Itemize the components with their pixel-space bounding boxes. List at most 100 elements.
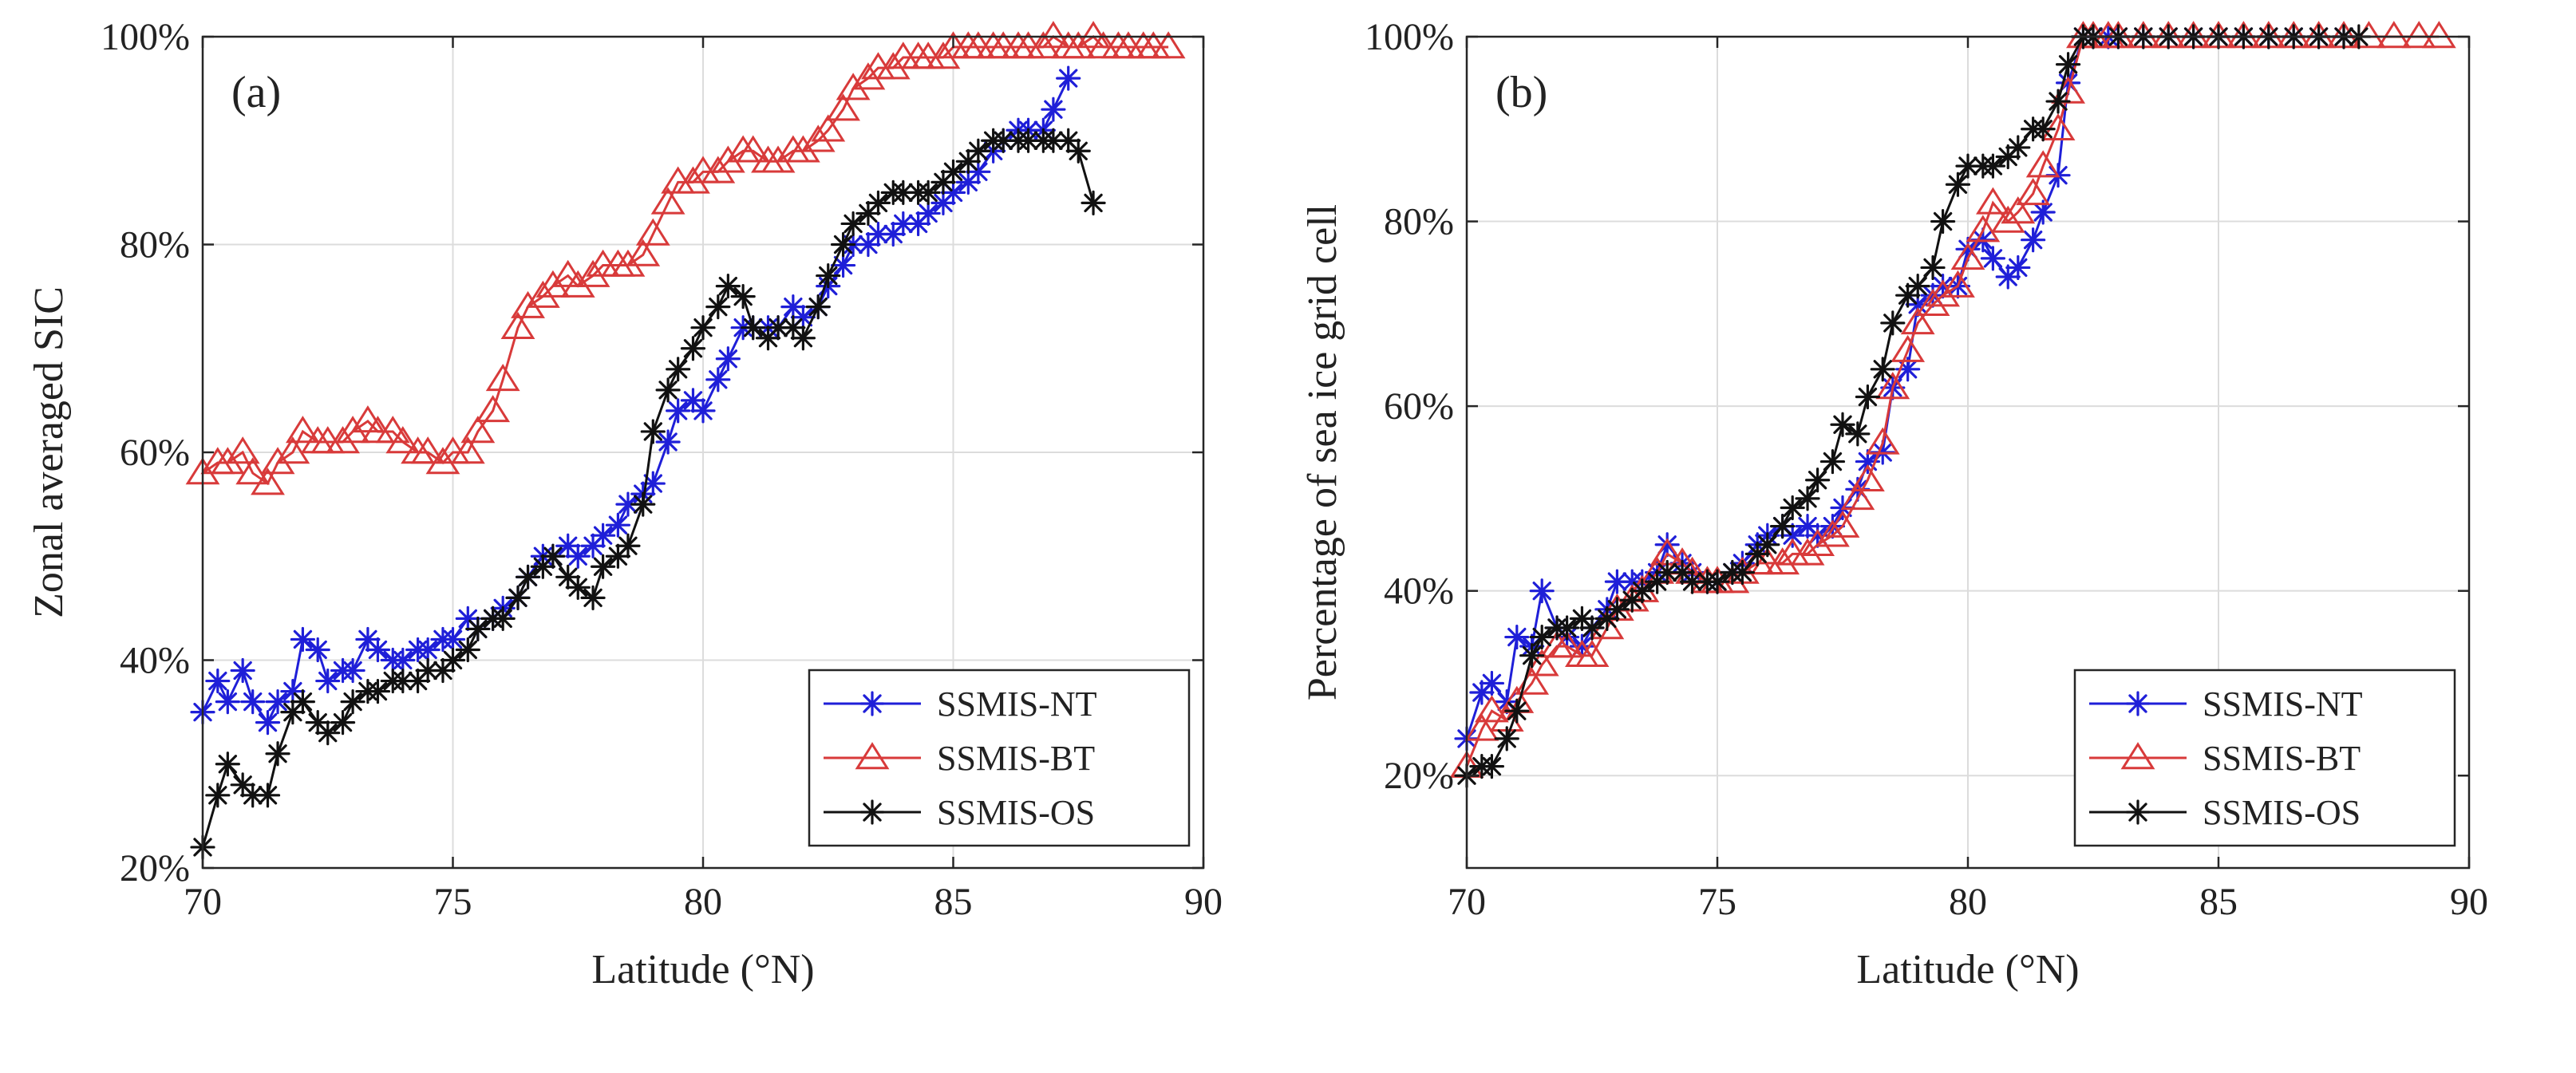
data-point: [1041, 128, 1066, 153]
data-point: [455, 637, 480, 663]
data-point: [2001, 196, 2036, 224]
data-point: [1765, 547, 1800, 575]
data-point: [290, 626, 315, 653]
data-point: [315, 668, 341, 694]
data-point: [340, 657, 365, 684]
data-point: [1036, 21, 1071, 49]
data-point: [1729, 559, 1755, 586]
data-point: [1980, 246, 2005, 271]
data-point: [666, 398, 691, 424]
data-point: [330, 710, 356, 736]
data-point: [565, 543, 591, 569]
y-tick-label: 40%: [1384, 570, 1454, 613]
data-point: [1076, 21, 1111, 49]
data-point: [805, 294, 831, 320]
data-point: [1604, 597, 1630, 622]
data-point: [811, 114, 846, 142]
data-point: [891, 211, 916, 237]
data-point: [390, 647, 416, 673]
legend-marker: [855, 742, 890, 770]
legend-marker: [2125, 691, 2151, 716]
data-point: [490, 606, 516, 632]
data-point: [225, 436, 260, 464]
data-point: [1865, 427, 1900, 455]
panel-b: 70 75 80 85 90 20% 40% 60% 80% 100% Latitude (°N) P…: [1300, 16, 2488, 992]
legend-marker: [2120, 742, 2155, 770]
data-point: [350, 405, 385, 433]
data-point: [1880, 310, 1906, 336]
data-point: [1795, 486, 1820, 511]
data-point: [1494, 726, 1519, 751]
data-point: [590, 554, 616, 579]
data-point: [1845, 421, 1871, 447]
data-point: [505, 585, 531, 610]
data-point: [836, 73, 871, 101]
data-point: [375, 416, 410, 444]
data-point: [415, 637, 441, 663]
y-tick-label: 80%: [1384, 201, 1454, 243]
legend-marker: [2125, 799, 2151, 825]
data-point: [560, 270, 595, 298]
data-point: [690, 398, 716, 424]
data-point: [705, 367, 731, 393]
data-point: [650, 187, 685, 215]
data-point: [1025, 31, 1061, 59]
data-point: [1529, 578, 1555, 604]
legend-label: SSMIS-BT: [937, 739, 1095, 778]
data-point: [450, 436, 485, 464]
series-ssmis-bt: [185, 21, 1186, 495]
data-point: [1479, 754, 1505, 779]
data-point: [785, 135, 820, 163]
y-tick-label: 100%: [1365, 16, 1454, 58]
data-point: [2030, 116, 2056, 142]
data-point: [210, 447, 245, 475]
data-point: [1840, 483, 1875, 511]
y-tick-label: 20%: [1384, 755, 1454, 797]
data-point: [761, 145, 796, 173]
data-point: [265, 741, 290, 767]
data-point: [340, 688, 365, 715]
data-point: [955, 148, 981, 174]
x-tick-label: 85: [2199, 881, 2238, 923]
data-point: [2045, 89, 2071, 114]
legend-entry: SSMIS-NT: [824, 684, 1097, 724]
data-point: [940, 159, 966, 184]
data-point: [635, 218, 670, 246]
legend-label: SSMIS-BT: [2203, 739, 2361, 778]
data-point: [460, 416, 496, 444]
legend-label: SSMIS-OS: [937, 793, 1095, 832]
data-point: [2421, 21, 2456, 49]
data-point: [335, 416, 370, 444]
y-tick-label: 100%: [101, 16, 190, 58]
data-point: [1800, 528, 1835, 557]
data-point: [551, 259, 586, 287]
panel-label: (a): [231, 68, 281, 117]
data-point: [1980, 153, 2005, 179]
data-point: [365, 637, 391, 663]
x-tick-label: 90: [1184, 881, 1223, 923]
data-point: [2005, 135, 2031, 160]
data-point: [1825, 510, 1860, 538]
data-point: [990, 128, 1016, 153]
data-point: [476, 395, 511, 423]
data-point: [1554, 615, 1580, 641]
data-point: [1819, 448, 1846, 475]
data-point: [2056, 52, 2081, 77]
x-tick-label: 75: [434, 881, 472, 923]
data-point: [425, 447, 460, 475]
data-point: [875, 52, 911, 80]
data-point: [285, 416, 320, 444]
data-point: [515, 564, 541, 590]
data-point: [305, 637, 330, 663]
data-point: [240, 688, 266, 715]
data-point: [265, 688, 290, 715]
data-point: [1519, 643, 1545, 669]
data-point: [1920, 254, 1946, 281]
legend: SSMIS-NT SSMIS-BT SSMIS-OS: [808, 669, 1191, 847]
data-point: [1705, 569, 1730, 594]
data-point: [1815, 519, 1850, 547]
data-point: [326, 426, 360, 454]
data-point: [865, 190, 891, 215]
data-point: [1875, 372, 1910, 400]
panel-a: 70 75 80 85 90 20% 40% 60% 80% 100% Latitude (°N) Z…: [26, 16, 1223, 992]
